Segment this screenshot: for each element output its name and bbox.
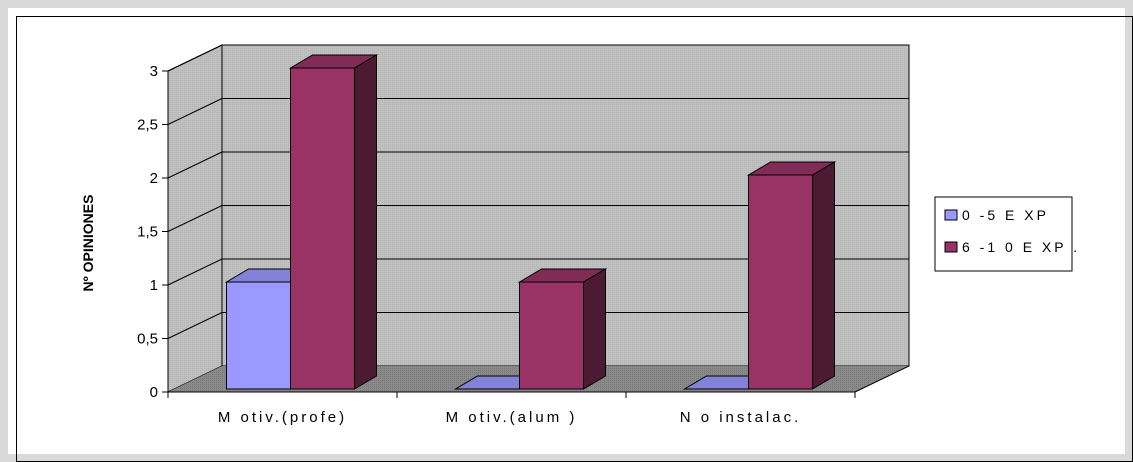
y-tick-label: 1 (150, 277, 158, 294)
legend-label: 0 -5 E XP (962, 207, 1049, 223)
y-tick-label: 3 (150, 63, 158, 80)
gridline-side (167, 258, 223, 286)
x-tick-label: M otiv.(alum ) (446, 409, 578, 426)
bar-front (748, 174, 813, 390)
bar-front (519, 281, 584, 390)
gridline-side (167, 205, 223, 232)
y-axis-ticks: 0 0,5 1 1,5 2 2,5 3 (137, 63, 910, 401)
legend-swatch (944, 209, 958, 221)
x-tick-label: M otiv.(profe) (218, 409, 347, 426)
bar-side (812, 161, 835, 390)
y-tick-label: 1,5 (137, 224, 158, 241)
y-tick-label: 2,5 (137, 117, 158, 134)
gridline-side (167, 151, 223, 179)
legend-box (934, 196, 1073, 272)
bar-side (583, 268, 606, 390)
legend-label: 6 -1 0 E XP . (962, 239, 1080, 255)
y-tick-label: 2 (150, 170, 158, 187)
x-axis-labels: M otiv.(profe) M otiv.(alum ) N o instalac… (167, 392, 856, 426)
bar-side (354, 54, 377, 390)
y-axis-title: Nº OPINIONES (80, 195, 96, 292)
gridline-side (167, 44, 223, 72)
legend-swatch (944, 241, 958, 253)
x-tick-label: N o instalac. (680, 409, 802, 426)
floor-edge (854, 365, 910, 393)
bar-front (226, 281, 291, 390)
y-tick-label: 0 (150, 384, 158, 401)
gridline-side (167, 312, 223, 339)
gridline-side (167, 98, 223, 125)
bar-front (290, 67, 355, 390)
legend: 0 -5 E XP 6 -1 0 E XP . (934, 196, 1080, 272)
bars (224, 54, 837, 390)
y-tick-label: 0,5 (137, 331, 158, 348)
